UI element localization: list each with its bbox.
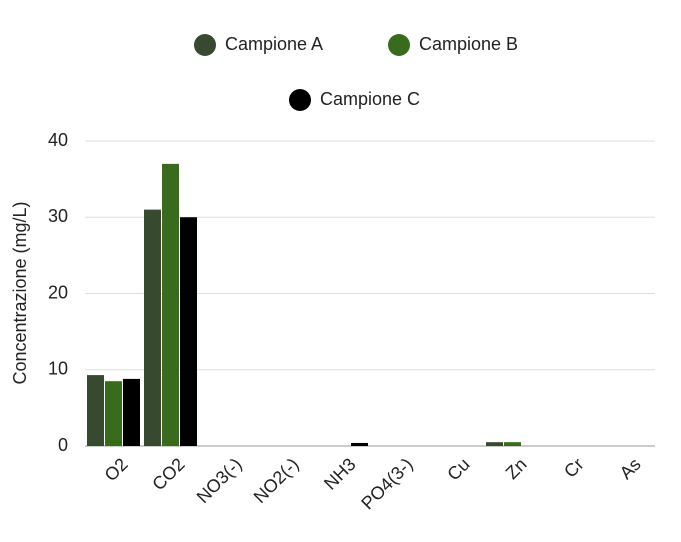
legend-marker [289, 89, 311, 111]
y-tick-label: 30 [48, 206, 68, 226]
x-tick-label: NO2(-) [250, 454, 303, 507]
bar [162, 163, 179, 446]
x-tick-label: Zn [502, 454, 531, 483]
legend-marker [194, 34, 216, 56]
x-tick-label: NO3(-) [193, 454, 246, 507]
bar [486, 442, 503, 446]
bar [123, 378, 140, 446]
bar [105, 381, 122, 446]
y-tick-label: 10 [48, 359, 68, 379]
x-tick-label: Cr [560, 454, 588, 482]
bar [87, 375, 104, 446]
x-tick-label: As [616, 454, 645, 483]
bar [504, 442, 521, 446]
y-tick-label: 0 [58, 435, 68, 455]
x-tick-label: Cu [443, 454, 473, 484]
legend-label: Campione A [225, 34, 323, 54]
x-tick-label: NH3 [320, 454, 360, 494]
bar [351, 442, 368, 446]
bar [144, 209, 161, 446]
legend-label: Campione C [320, 89, 420, 109]
legend-marker [388, 34, 410, 56]
bar [180, 217, 197, 446]
x-tick-label: O2 [101, 454, 132, 485]
x-tick-label: PO4(3-) [357, 454, 416, 513]
x-tick-label: CO2 [148, 454, 188, 494]
y-axis-title: Concentrazione (mg/L) [10, 201, 30, 384]
legend-label: Campione B [419, 34, 518, 54]
y-tick-label: 40 [48, 130, 68, 150]
y-tick-label: 20 [48, 282, 68, 302]
